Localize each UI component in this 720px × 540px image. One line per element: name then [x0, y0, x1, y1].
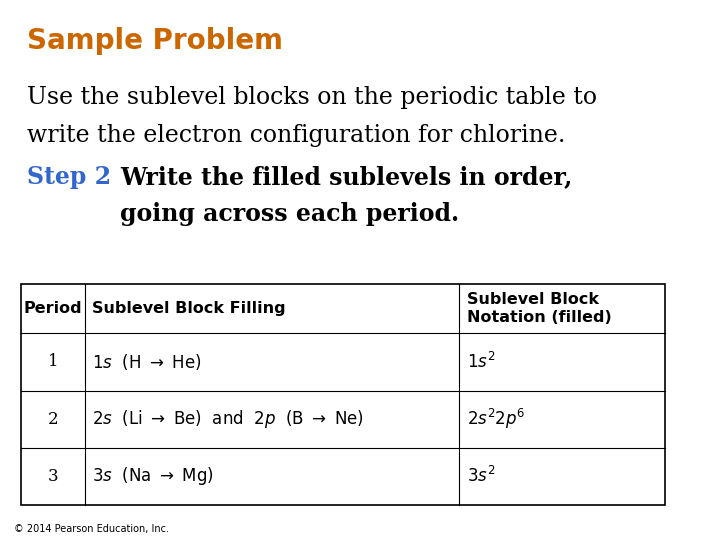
Text: Step 2: Step 2	[27, 165, 112, 188]
Text: going across each period.: going across each period.	[120, 202, 459, 226]
Text: Period: Period	[24, 301, 82, 316]
Text: $1s$  (H $\rightarrow$ He): $1s$ (H $\rightarrow$ He)	[92, 352, 202, 372]
Text: Use the sublevel blocks on the periodic table to: Use the sublevel blocks on the periodic …	[27, 86, 598, 110]
Text: $1s^2$: $1s^2$	[467, 352, 495, 372]
Bar	[21, 284, 665, 505]
Text: 2: 2	[48, 410, 58, 428]
Text: Notation (filled): Notation (filled)	[467, 309, 612, 325]
Text: 3: 3	[48, 468, 58, 485]
Text: 1: 1	[48, 353, 58, 370]
Text: Sample Problem: Sample Problem	[27, 27, 284, 55]
Text: Sublevel Block Filling: Sublevel Block Filling	[92, 301, 286, 316]
Text: write the electron configuration for chlorine.: write the electron configuration for chl…	[27, 124, 566, 147]
Text: $3s$  (Na $\rightarrow$ Mg): $3s$ (Na $\rightarrow$ Mg)	[92, 465, 214, 487]
Text: $2s^{2}2p^{6}$: $2s^{2}2p^{6}$	[467, 407, 526, 431]
Text: $3s^2$: $3s^2$	[467, 466, 495, 487]
Text: Sublevel Block: Sublevel Block	[467, 292, 599, 307]
Text: © 2014 Pearson Education, Inc.: © 2014 Pearson Education, Inc.	[14, 523, 168, 534]
Text: $2s$  (Li $\rightarrow$ Be)  and  $2p$  (B $\rightarrow$ Ne): $2s$ (Li $\rightarrow$ Be) and $2p$ (B $…	[92, 408, 364, 430]
Text: Write the filled sublevels in order,: Write the filled sublevels in order,	[120, 165, 572, 188]
